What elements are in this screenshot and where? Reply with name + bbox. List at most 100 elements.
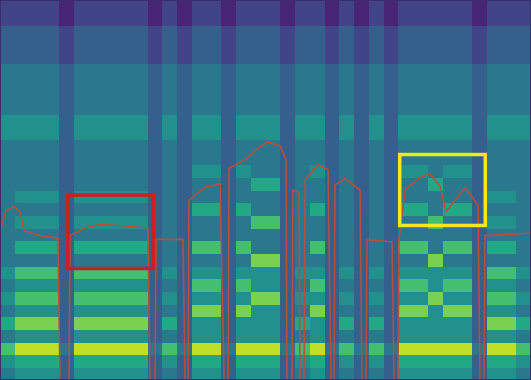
heatmap-cell [236, 139, 251, 152]
heatmap-cell [428, 127, 443, 140]
heatmap-cell [0, 51, 15, 64]
heatmap-cell [266, 329, 281, 342]
heatmap-cell [118, 63, 133, 76]
heatmap-cell [177, 152, 192, 165]
heatmap-cell [339, 63, 354, 76]
heatmap-cell [443, 127, 458, 140]
heatmap-cell [118, 203, 133, 216]
heatmap-cell [103, 241, 118, 254]
heatmap-cell [89, 279, 104, 292]
heatmap-cell [207, 367, 222, 380]
heatmap-cell [384, 228, 399, 241]
heatmap-cell [310, 367, 325, 380]
heatmap-cell [207, 317, 222, 330]
heatmap-cell [369, 215, 384, 228]
heatmap-cell [59, 152, 74, 165]
heatmap-cell [192, 13, 207, 26]
heatmap-cell [413, 253, 428, 266]
heatmap-cell [59, 114, 74, 127]
heatmap-cell [266, 203, 281, 216]
heatmap-cell [310, 215, 325, 228]
heatmap-cell [266, 291, 281, 304]
heatmap-cell [236, 266, 251, 279]
heatmap-cell [266, 228, 281, 241]
heatmap-cell [162, 63, 177, 76]
heatmap-cell [15, 89, 30, 102]
heatmap-cell [369, 165, 384, 178]
heatmap-cell [44, 114, 59, 127]
heatmap-cell [516, 241, 531, 254]
heatmap-cell [177, 139, 192, 152]
heatmap-cell [74, 304, 89, 317]
heatmap-cell [59, 177, 74, 190]
heatmap-cell [236, 291, 251, 304]
heatmap-cell [162, 317, 177, 330]
heatmap-cell [177, 38, 192, 51]
heatmap-cell [384, 139, 399, 152]
heatmap-cell [118, 291, 133, 304]
heatmap-cell [369, 342, 384, 355]
heatmap-cell [118, 139, 133, 152]
heatmap-cell [266, 89, 281, 102]
heatmap-cell [15, 177, 30, 190]
heatmap-cell [192, 101, 207, 114]
heatmap-cell [339, 228, 354, 241]
heatmap-cell [192, 152, 207, 165]
heatmap-cell [325, 76, 340, 89]
heatmap-cell [221, 76, 236, 89]
heatmap-cell [487, 63, 502, 76]
heatmap-cell [251, 89, 266, 102]
heatmap-cell [487, 51, 502, 64]
heatmap-cell [103, 177, 118, 190]
heatmap-cell [369, 355, 384, 368]
heatmap-cell [118, 228, 133, 241]
heatmap-cell [428, 355, 443, 368]
heatmap-cell [428, 304, 443, 317]
heatmap-cell [295, 304, 310, 317]
heatmap-cell [44, 329, 59, 342]
heatmap-cell [266, 165, 281, 178]
heatmap-cell [384, 38, 399, 51]
heatmap-cell [516, 291, 531, 304]
heatmap-cell [74, 367, 89, 380]
heatmap-cell [103, 165, 118, 178]
heatmap-cell [89, 241, 104, 254]
heatmap-cell [487, 329, 502, 342]
heatmap-cell [118, 355, 133, 368]
heatmap-cell [30, 317, 45, 330]
heatmap-cell [177, 203, 192, 216]
heatmap-cell [413, 190, 428, 203]
heatmap-cell [295, 51, 310, 64]
heatmap-cell [221, 25, 236, 38]
heatmap-cell [325, 215, 340, 228]
heatmap-cell [251, 13, 266, 26]
heatmap-cell [384, 13, 399, 26]
heatmap-cell [413, 304, 428, 317]
heatmap-cell [177, 253, 192, 266]
heatmap-cell [339, 25, 354, 38]
heatmap-cell [310, 241, 325, 254]
heatmap-cell [384, 355, 399, 368]
heatmap-cell [295, 152, 310, 165]
heatmap-cell [295, 266, 310, 279]
heatmap-cell [236, 76, 251, 89]
heatmap-cell [325, 89, 340, 102]
heatmap-cell [148, 139, 163, 152]
heatmap-cell [236, 190, 251, 203]
heatmap-cell [398, 279, 413, 292]
heatmap-cell [310, 13, 325, 26]
heatmap-cell [103, 253, 118, 266]
heatmap-cell [339, 355, 354, 368]
heatmap-cell [221, 13, 236, 26]
heatmap-cell [0, 0, 15, 13]
heatmap-cell [457, 63, 472, 76]
heatmap-cell [177, 177, 192, 190]
heatmap-cell [413, 228, 428, 241]
heatmap-cell [89, 25, 104, 38]
heatmap-cell [280, 177, 295, 190]
heatmap-cell [15, 25, 30, 38]
heatmap-cell [325, 63, 340, 76]
heatmap-cell [15, 304, 30, 317]
heatmap-cell [398, 89, 413, 102]
heatmap-cell [103, 0, 118, 13]
